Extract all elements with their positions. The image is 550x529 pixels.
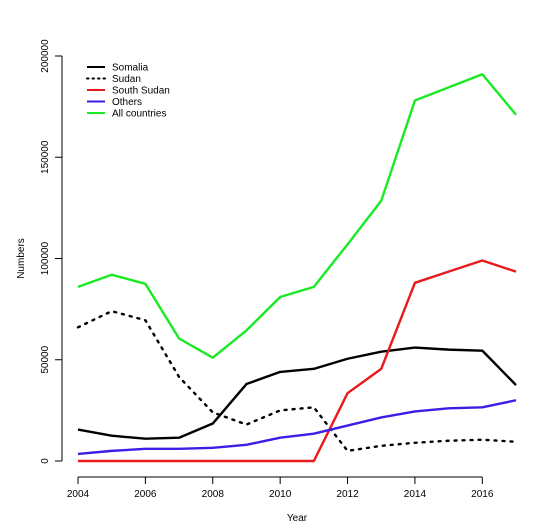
series-line-somalia (77, 346, 517, 440)
series-line-south-sudan (78, 259, 517, 463)
series-line-sudan (76, 309, 518, 453)
x-tick-label: 2010 (269, 489, 292, 500)
x-tick-label: 2004 (67, 489, 90, 500)
legend-label: Somalia (112, 63, 149, 74)
x-tick-label: 2006 (134, 489, 157, 500)
x-tick-label: 2012 (336, 489, 359, 500)
y-axis-title: Numbers (16, 238, 27, 279)
y-axis-ticks: 0 50000 100000 150000 200000 (40, 39, 62, 464)
legend-label: Others (112, 97, 142, 108)
y-tick-label: 100000 (40, 241, 51, 275)
legend-label: Sudan (112, 74, 141, 85)
series-lines (76, 73, 518, 463)
y-tick-label: 200000 (40, 39, 51, 73)
y-tick-label: 0 (40, 458, 51, 464)
series-line-all-countries (77, 73, 517, 359)
x-tick-label: 2008 (202, 489, 225, 500)
series-line-others (77, 399, 517, 456)
x-tick-label: 2014 (404, 489, 427, 500)
x-axis-title: Year (287, 513, 308, 524)
legend-label: All countries (112, 109, 166, 120)
y-tick-label: 150000 (40, 140, 51, 174)
y-tick-label: 50000 (40, 345, 51, 373)
axes: 2004 2006 2008 2010 2012 2014 2016 0 50000 10000… (40, 39, 494, 500)
x-tick-label: 2016 (471, 489, 494, 500)
legend-label: South Sudan (112, 86, 170, 97)
x-axis-ticks: 2004 2006 2008 2010 2012 2014 2016 (67, 477, 494, 500)
